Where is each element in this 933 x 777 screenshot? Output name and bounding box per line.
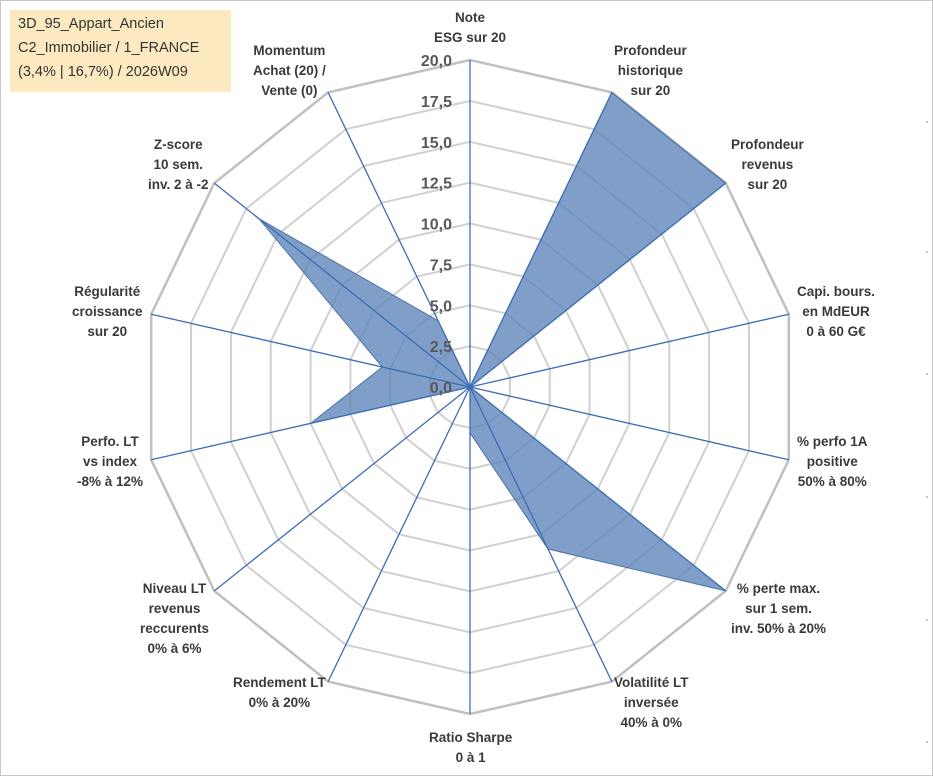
radar-spokes [151,60,789,714]
axis-spoke [469,182,727,388]
axis-spoke [327,92,471,388]
axis-label: Volatilité LT inversée 40% à 0% [614,673,689,733]
info-box-line-3: (3,4% | 16,7%) / 2026W09 [18,64,188,80]
axis-label: Ratio Sharpe 0 à 1 [429,728,512,768]
axis-label: Profondeur historique sur 20 [614,41,687,101]
axis-label: Rendement LT 0% à 20% [233,673,326,713]
axis-label-line: Vente (0) [261,83,318,98]
axis-spoke [469,386,789,461]
axis-label-line: inversée [623,695,679,710]
axis-label-line: 0 à 1 [455,750,486,765]
tick-label: 17,5 [421,94,452,111]
axis-spoke [213,386,471,592]
axis-label: Régularité croissance sur 20 [72,282,143,342]
axis-spoke [151,313,471,388]
axis-label: % perfo 1A positive 50% à 80% [797,432,868,492]
axis-label-line: croissance [72,304,143,319]
axis-spoke [151,386,471,461]
axis-label-line: Niveau LT [142,581,207,596]
axis-label-line: positive [806,454,858,469]
axis-label-line: 50% à 80% [797,474,867,489]
axis-label-line: Régularité [74,284,141,299]
axis-label-line: Momentum [253,43,326,58]
axis-label-line: % perte max. [736,581,821,596]
axis-label-line: revenus [741,157,794,172]
axis-label-line: reccurents [140,621,210,636]
axis-label-line: ESG sur 20 [434,30,507,45]
axis-label-line: 40% à 0% [620,715,683,730]
axis-label-line: inv. 50% à 20% [731,621,827,636]
info-box: 3D_95_Appart_Ancien C2_Immobilier / 1_FR… [10,10,231,92]
axis-label-line: en MdEUR [802,304,870,319]
tick-label: 2,5 [430,339,452,356]
axis-label: Z-score 10 sem. inv. 2 à -2 [148,135,209,195]
axis-spoke [469,313,789,388]
axis-label: % perte max. sur 1 sem. inv. 50% à 20% [731,579,826,639]
axis-label-line: sur 20 [630,83,671,98]
axis-label: Momentum Achat (20) / Vente (0) [253,41,326,101]
axis-spoke [469,386,613,682]
axis-label-line: -8% à 12% [77,474,144,489]
axis-label-line: vs index [83,454,138,469]
axis-label-line: inv. 2 à -2 [148,177,209,192]
axis-label-line: 0% à 6% [147,641,202,656]
axis-label-line: sur 1 sem. [745,601,812,616]
tick-label: 15,0 [421,135,452,152]
axis-label-line: Volatilité LT [614,675,689,690]
axis-label: Profondeur revenus sur 20 [731,135,804,195]
axis-label-line: 10 sem. [153,157,204,172]
axis-label-line: 0% à 20% [248,695,311,710]
axis-spoke [469,92,613,388]
axis-label: Note ESG sur 20 [434,8,506,48]
tick-label: 10,0 [421,217,452,234]
tick-label: 7,5 [430,257,452,274]
info-box-line-1: 3D_95_Appart_Ancien [18,16,164,32]
axis-label-line: % perfo 1A [797,434,868,449]
axis-label: Niveau LT revenus reccurents 0% à 6% [140,579,209,659]
axis-label-line: 0 à 60 G€ [806,324,866,339]
axis-label: Perfo. LT vs index -8% à 12% [77,432,143,492]
axis-label-line: sur 20 [87,324,128,339]
axis-label-line: Perfo. LT [81,434,139,449]
axis-label-line: historique [617,63,683,78]
axis-label-line: Achat (20) / [253,63,326,78]
axis-label-line: Profondeur [731,137,804,152]
axis-label-line: Rendement LT [233,675,326,690]
axis-label-line: Capi. bours. [797,284,876,299]
axis-label-line: revenus [148,601,201,616]
info-box-line-2: C2_Immobilier / 1_FRANCE [18,40,200,56]
axis-label-line: Ratio Sharpe [429,730,513,745]
tick-label: 20,0 [421,53,452,70]
axis-label: Capi. bours. en MdEUR 0 à 60 G€ [797,282,875,342]
tick-label: 5,0 [430,298,452,315]
axis-spoke [327,386,471,682]
axis-label-line: Z-score [153,137,203,152]
scrollbar-track[interactable] [926,1,930,775]
axis-label-line: Profondeur [614,43,687,58]
tick-label: 0,0 [430,380,452,397]
axis-spoke [213,182,471,388]
radar-tick-labels: 0,0 2,5 5,0 7,5 10,0 12,5 15,0 17,5 20,0 [421,53,452,397]
tick-label: 12,5 [421,176,452,193]
axis-label-line: Note [455,10,486,25]
axis-spoke [469,386,727,592]
axis-label-line: sur 20 [747,177,788,192]
